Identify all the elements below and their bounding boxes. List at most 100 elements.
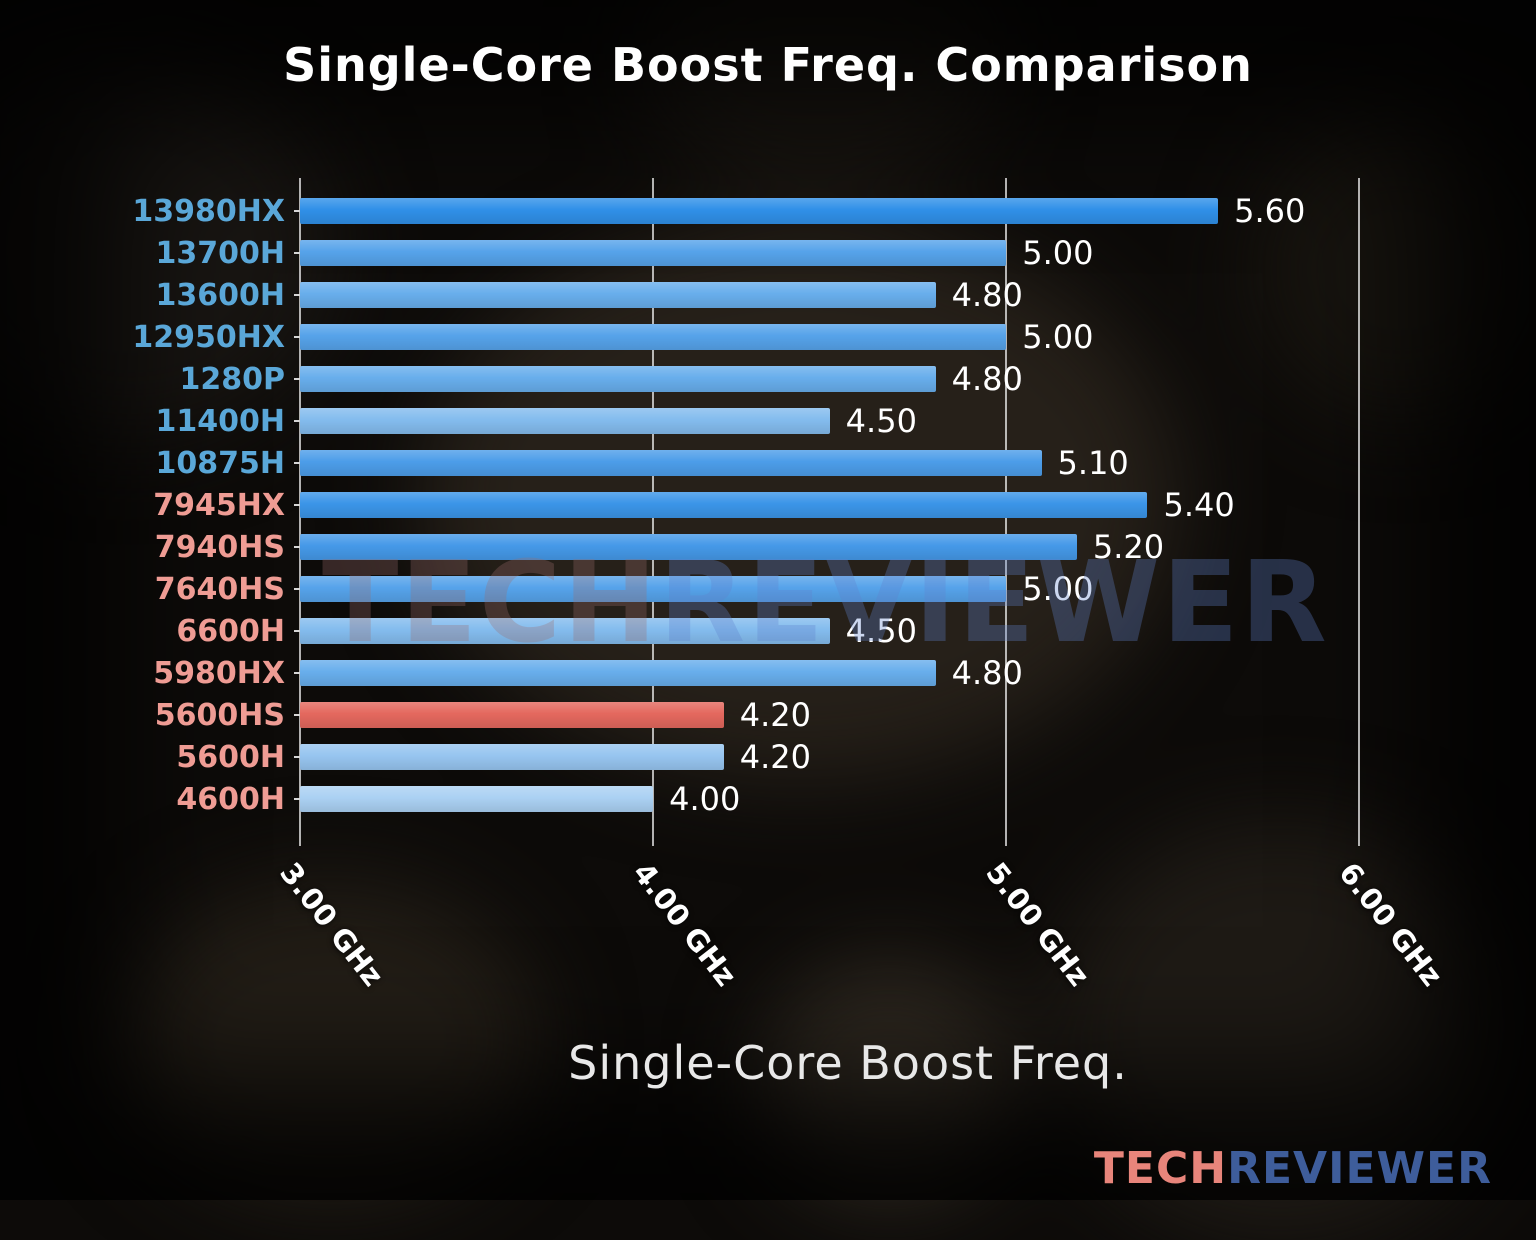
logo-tech: TECH bbox=[1093, 1143, 1228, 1194]
bar-row: 13700H 5.00 bbox=[0, 232, 1536, 274]
chart-page: Single-Core Boost Freq. Comparison 13980… bbox=[0, 38, 1536, 1090]
bar-row: 5600H 4.20 bbox=[0, 736, 1536, 778]
value-label: 5.00 bbox=[1022, 234, 1094, 272]
bar-track: 4.50 bbox=[300, 612, 1490, 650]
bar-label: 7640HS bbox=[154, 571, 285, 607]
bar-row: 6600H 4.50 bbox=[0, 610, 1536, 652]
bar bbox=[300, 618, 830, 644]
bar bbox=[300, 576, 1007, 602]
bar-label: 13980HX bbox=[132, 193, 285, 229]
bar-row: 4600H 4.00 bbox=[0, 778, 1536, 820]
bar bbox=[300, 324, 1007, 350]
bar-track: 4.20 bbox=[300, 696, 1490, 734]
bar-row: 10875H 5.10 bbox=[0, 442, 1536, 484]
bar bbox=[300, 786, 654, 812]
bar-track: 4.80 bbox=[300, 360, 1490, 398]
bar-rows: 13980HX 5.60 13700H 5.00 13600H 4.80 12950HX 5.… bbox=[0, 190, 1536, 820]
bar-track: 5.60 bbox=[300, 192, 1490, 230]
bar bbox=[300, 660, 936, 686]
y-tick bbox=[294, 756, 300, 758]
bar-row: 11400H 4.50 bbox=[0, 400, 1536, 442]
background-blob bbox=[0, 60, 340, 440]
value-label: 4.20 bbox=[739, 738, 811, 776]
y-tick bbox=[294, 714, 300, 716]
bar-track: 5.20 bbox=[300, 528, 1490, 566]
value-label: 5.60 bbox=[1234, 192, 1306, 230]
bar-label: 12950HX bbox=[132, 319, 285, 355]
value-label: 4.80 bbox=[951, 360, 1023, 398]
value-label: 5.00 bbox=[1022, 570, 1094, 608]
bar bbox=[300, 702, 724, 728]
x-tick-label: 5.00 GHz bbox=[979, 856, 1097, 993]
background-blob bbox=[120, 880, 540, 1200]
bar-row: 5980HX 4.80 bbox=[0, 652, 1536, 694]
bar bbox=[300, 366, 936, 392]
bar-track: 5.00 bbox=[300, 318, 1490, 356]
y-tick bbox=[294, 252, 300, 254]
bar-label: 13600H bbox=[155, 277, 285, 313]
bar-track: 4.20 bbox=[300, 738, 1490, 776]
bar-chart: 13980HX 5.60 13700H 5.00 13600H 4.80 12950HX 5.… bbox=[0, 178, 1536, 1090]
bar-label: 1280P bbox=[179, 361, 285, 397]
bar-label: 10875H bbox=[155, 445, 285, 481]
bar bbox=[300, 240, 1007, 266]
gridline bbox=[1358, 178, 1361, 846]
y-tick bbox=[294, 336, 300, 338]
bar bbox=[300, 408, 830, 434]
bar-label: 6600H bbox=[176, 613, 285, 649]
value-label: 4.50 bbox=[845, 612, 917, 650]
value-label: 5.10 bbox=[1057, 444, 1129, 482]
background-blob bbox=[760, 960, 1020, 1200]
value-label: 4.80 bbox=[951, 276, 1023, 314]
bar-row: 7940HS 5.20 bbox=[0, 526, 1536, 568]
plot-area: 13980HX 5.60 13700H 5.00 13600H 4.80 12950HX 5.… bbox=[0, 178, 1536, 846]
background-blob bbox=[1050, 820, 1510, 1240]
bar-row: 13980HX 5.60 bbox=[0, 190, 1536, 232]
bar-label: 5600H bbox=[176, 739, 285, 775]
bar-track: 5.00 bbox=[300, 570, 1490, 608]
y-tick bbox=[294, 588, 300, 590]
bar-track: 4.00 bbox=[300, 780, 1490, 818]
techreviewer-logo: TECHREVIEWER bbox=[1094, 1143, 1492, 1194]
y-tick bbox=[294, 294, 300, 296]
y-tick bbox=[294, 798, 300, 800]
bar bbox=[300, 534, 1077, 560]
y-tick bbox=[294, 462, 300, 464]
y-tick bbox=[294, 378, 300, 380]
value-label: 4.20 bbox=[739, 696, 811, 734]
bar-label: 11400H bbox=[155, 403, 285, 439]
page-title: Single-Core Boost Freq. Comparison bbox=[283, 38, 1253, 92]
bar-row: 5600HS 4.20 bbox=[0, 694, 1536, 736]
y-tick bbox=[294, 546, 300, 548]
bar bbox=[300, 282, 936, 308]
value-label: 5.00 bbox=[1022, 318, 1094, 356]
bar bbox=[300, 492, 1148, 518]
y-tick bbox=[294, 420, 300, 422]
bar-row: 7640HS 5.00 bbox=[0, 568, 1536, 610]
y-tick bbox=[294, 672, 300, 674]
bar-track: 5.10 bbox=[300, 444, 1490, 482]
value-label: 4.80 bbox=[951, 654, 1023, 692]
x-tick-label: 4.00 GHz bbox=[626, 856, 744, 993]
bar bbox=[300, 744, 724, 770]
value-label: 4.50 bbox=[845, 402, 917, 440]
bar-label: 13700H bbox=[155, 235, 285, 271]
bar-track: 4.80 bbox=[300, 654, 1490, 692]
bar-track: 4.50 bbox=[300, 402, 1490, 440]
bar bbox=[300, 450, 1042, 476]
background-blob bbox=[1250, 120, 1536, 420]
value-label: 5.40 bbox=[1163, 486, 1235, 524]
x-axis-label: Single-Core Boost Freq. bbox=[568, 1036, 1128, 1090]
bar-label: 4600H bbox=[176, 781, 285, 817]
bar-label: 7945HX bbox=[153, 487, 285, 523]
x-tick-label: 3.00 GHz bbox=[273, 856, 391, 993]
value-label: 4.00 bbox=[669, 780, 741, 818]
bar-row: 7945HX 5.40 bbox=[0, 484, 1536, 526]
x-tick-labels: 3.00 GHz 4.00 GHz 5.00 GHz 6.00 GHz bbox=[273, 846, 1490, 1024]
bar-row: 12950HX 5.00 bbox=[0, 316, 1536, 358]
y-tick bbox=[294, 210, 300, 212]
bar-track: 5.00 bbox=[300, 234, 1490, 272]
bar-track: 5.40 bbox=[300, 486, 1490, 524]
y-tick bbox=[294, 630, 300, 632]
